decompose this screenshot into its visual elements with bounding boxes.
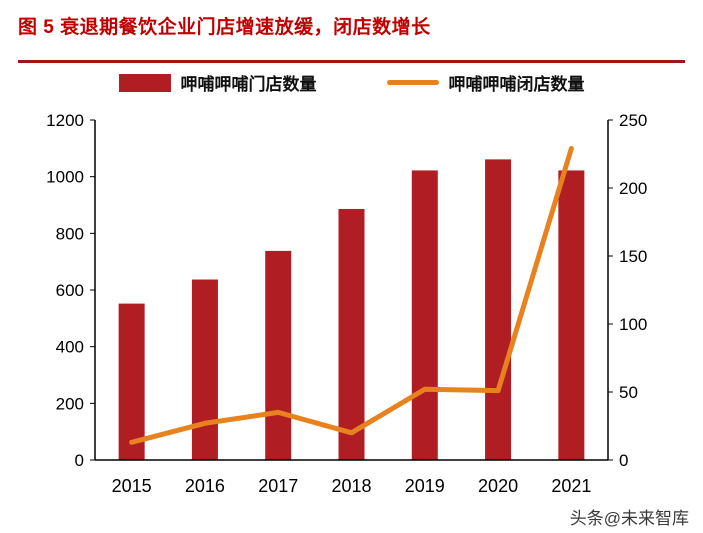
title-divider bbox=[18, 60, 685, 63]
line-series-swatch bbox=[386, 80, 439, 85]
legend-label-stores: 呷哺呷哺门店数量 bbox=[180, 75, 317, 94]
svg-text:150: 150 bbox=[619, 247, 647, 266]
svg-text:800: 800 bbox=[56, 224, 84, 243]
bar-series-swatch bbox=[118, 73, 171, 92]
watermark: 头条@未来智库 bbox=[569, 509, 689, 528]
svg-text:0: 0 bbox=[619, 451, 628, 470]
chart-area: 0 200 400 600 800 1000 1200 0 50 100 150 200 250 2015… bbox=[0, 100, 703, 512]
svg-text:2017: 2017 bbox=[258, 476, 298, 496]
svg-text:1200: 1200 bbox=[46, 111, 84, 130]
svg-text:2021: 2021 bbox=[551, 476, 591, 496]
svg-text:200: 200 bbox=[56, 394, 84, 413]
svg-text:0: 0 bbox=[75, 451, 84, 470]
svg-text:400: 400 bbox=[56, 338, 84, 357]
svg-text:50: 50 bbox=[619, 383, 638, 402]
svg-text:2015: 2015 bbox=[112, 476, 152, 496]
svg-text:250: 250 bbox=[619, 111, 647, 130]
legend-label-closures: 呷哺呷哺闭店数量 bbox=[448, 75, 585, 94]
legend-item-closures: 呷哺呷哺闭店数量 bbox=[386, 70, 585, 95]
chart-legend: 呷哺呷哺门店数量 呷哺呷哺闭店数量 bbox=[0, 70, 703, 95]
svg-text:200: 200 bbox=[619, 179, 647, 198]
svg-text:2019: 2019 bbox=[405, 476, 445, 496]
svg-text:100: 100 bbox=[619, 315, 647, 334]
svg-text:2018: 2018 bbox=[331, 476, 371, 496]
chart-title: 图 5 衰退期餐饮企业门店增速放缓，闭店数增长 bbox=[18, 17, 431, 38]
svg-text:2016: 2016 bbox=[185, 476, 225, 496]
svg-text:600: 600 bbox=[56, 281, 84, 300]
bar-line-chart: 0 200 400 600 800 1000 1200 0 50 100 150 200 250 2015… bbox=[46, 111, 647, 496]
svg-text:1000: 1000 bbox=[46, 168, 84, 187]
svg-text:2020: 2020 bbox=[478, 476, 518, 496]
legend-item-stores: 呷哺呷哺门店数量 bbox=[118, 70, 317, 95]
